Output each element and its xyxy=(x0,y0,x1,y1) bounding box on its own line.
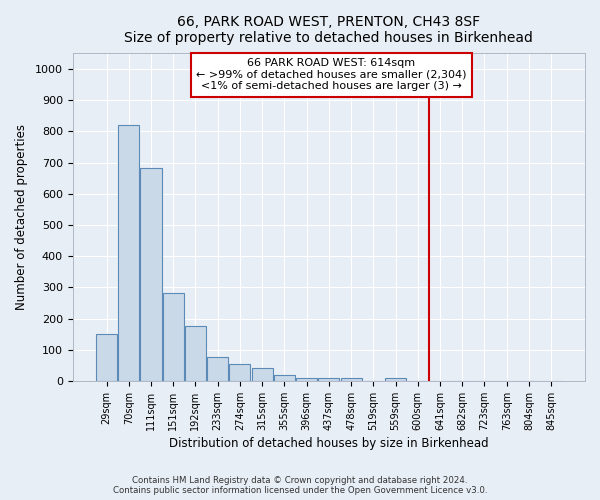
Bar xyxy=(118,125,139,381)
Text: 66 PARK ROAD WEST: 614sqm
← >99% of detached houses are smaller (2,304)
<1% of s: 66 PARK ROAD WEST: 614sqm ← >99% of deta… xyxy=(196,58,467,92)
Bar xyxy=(341,378,362,381)
Bar xyxy=(296,378,317,381)
Bar xyxy=(163,292,184,381)
Bar xyxy=(140,168,161,381)
Bar xyxy=(385,378,406,381)
Bar xyxy=(229,364,250,381)
X-axis label: Distribution of detached houses by size in Birkenhead: Distribution of detached houses by size … xyxy=(169,437,488,450)
Bar xyxy=(96,334,117,381)
Title: 66, PARK ROAD WEST, PRENTON, CH43 8SF
Size of property relative to detached hous: 66, PARK ROAD WEST, PRENTON, CH43 8SF Si… xyxy=(124,15,533,45)
Bar xyxy=(207,356,228,381)
Bar xyxy=(318,378,340,381)
Bar xyxy=(274,376,295,381)
Bar xyxy=(185,326,206,381)
Text: Contains HM Land Registry data © Crown copyright and database right 2024.
Contai: Contains HM Land Registry data © Crown c… xyxy=(113,476,487,495)
Bar xyxy=(251,368,272,381)
Y-axis label: Number of detached properties: Number of detached properties xyxy=(15,124,28,310)
